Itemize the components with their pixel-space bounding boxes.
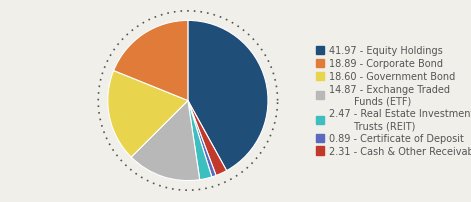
Wedge shape	[188, 101, 227, 176]
Wedge shape	[108, 71, 188, 157]
Wedge shape	[114, 21, 188, 101]
Legend: 41.97 - Equity Holdings, 18.89 - Corporate Bond, 18.60 - Government Bond, 14.87 : 41.97 - Equity Holdings, 18.89 - Corpora…	[312, 42, 471, 160]
Wedge shape	[188, 101, 216, 177]
Wedge shape	[188, 101, 212, 180]
Wedge shape	[188, 21, 268, 171]
Wedge shape	[131, 101, 200, 181]
